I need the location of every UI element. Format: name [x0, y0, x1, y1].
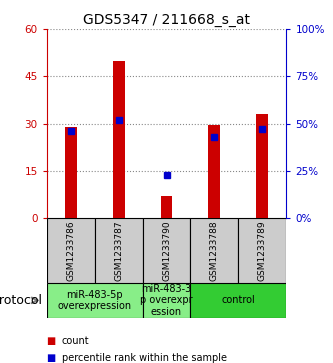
Title: GDS5347 / 211668_s_at: GDS5347 / 211668_s_at [83, 13, 250, 26]
Text: ■: ■ [47, 352, 59, 363]
Bar [47, 218, 95, 283]
Bar [47, 283, 143, 318]
Bar [161, 196, 172, 218]
Text: miR-483-3
p overexpr
ession: miR-483-3 p overexpr ession [140, 284, 193, 317]
Bar [256, 114, 268, 218]
Bar [143, 283, 190, 318]
Bar [190, 283, 286, 318]
Bar [65, 127, 77, 218]
Text: percentile rank within the sample: percentile rank within the sample [62, 352, 226, 363]
Text: GSM1233788: GSM1233788 [210, 220, 219, 281]
Text: GSM1233789: GSM1233789 [258, 220, 267, 281]
Text: count: count [62, 336, 89, 346]
Text: GSM1233787: GSM1233787 [114, 220, 123, 281]
Bar [208, 125, 220, 218]
Text: GSM1233790: GSM1233790 [162, 220, 171, 281]
Text: protocol: protocol [0, 294, 43, 307]
Bar [95, 218, 143, 283]
Bar [190, 218, 238, 283]
Text: miR-483-5p
overexpression: miR-483-5p overexpression [58, 290, 132, 311]
Text: control: control [221, 295, 255, 305]
Bar [113, 61, 125, 218]
Bar [238, 218, 286, 283]
Text: GSM1233786: GSM1233786 [66, 220, 75, 281]
Bar [143, 218, 190, 283]
Text: ■: ■ [47, 336, 59, 346]
